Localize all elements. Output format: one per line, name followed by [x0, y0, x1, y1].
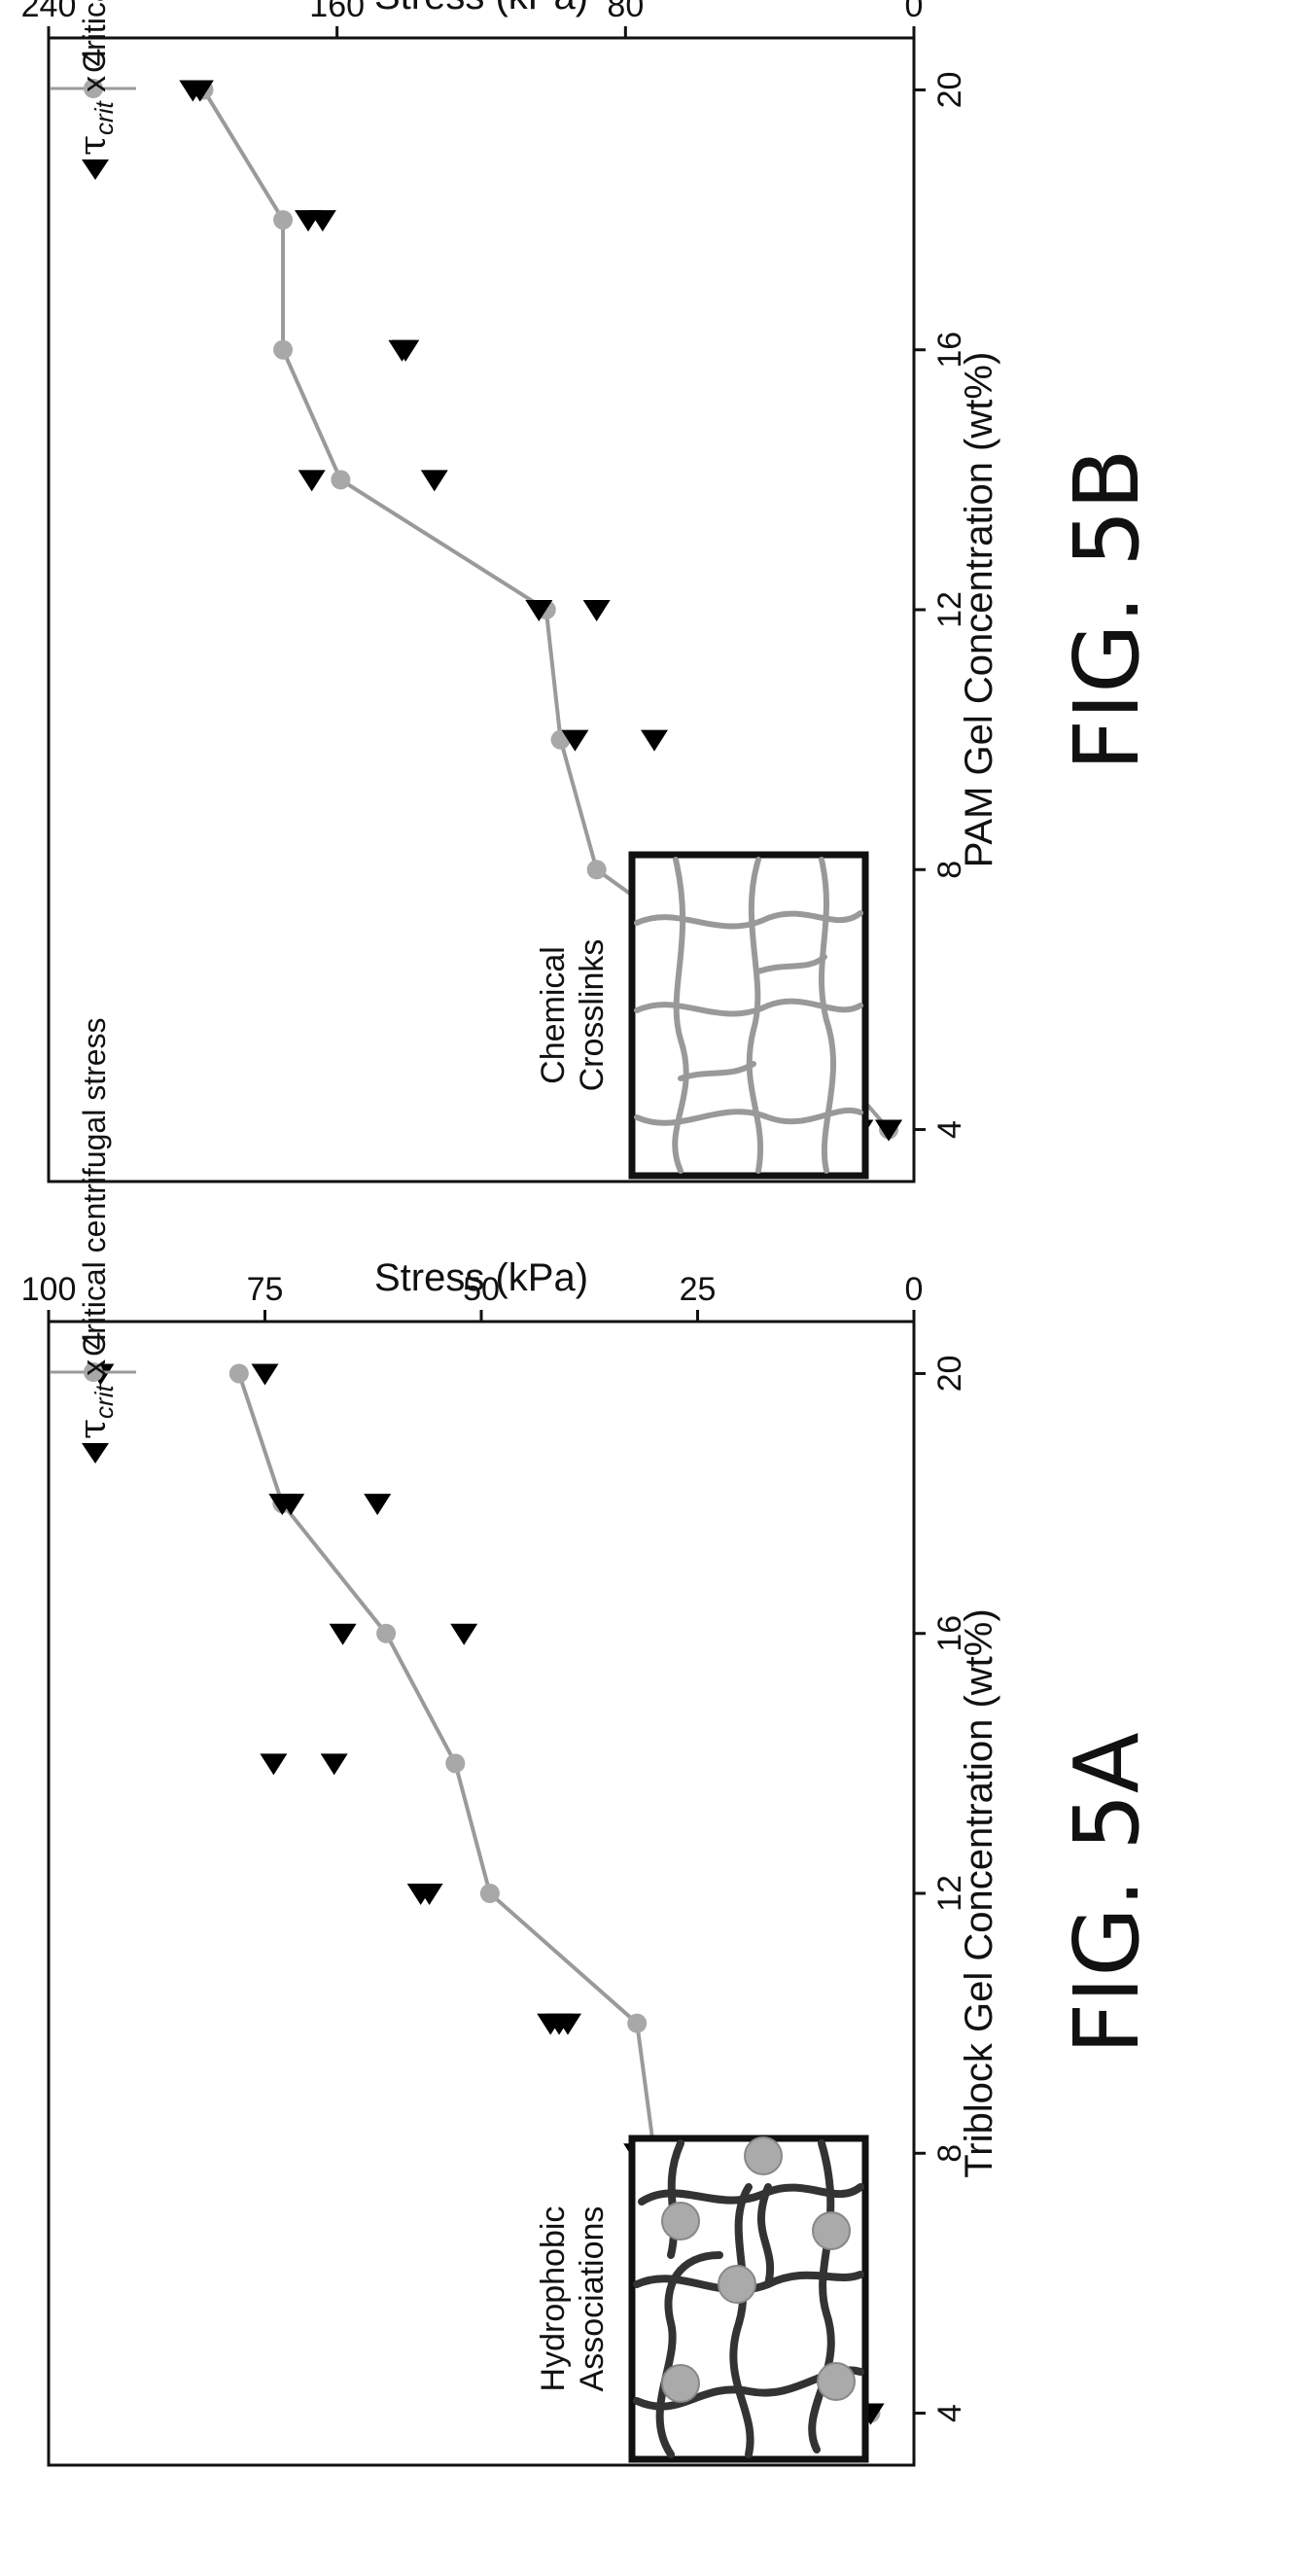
association-nodes [661, 2136, 856, 2403]
x-tick-label: 8 [931, 861, 968, 879]
x-tick-label: 8 [931, 2144, 968, 2163]
x-axis-label: PAM Gel Concentration (wt%) [958, 352, 1000, 868]
y-tick-label: 0 [905, 1271, 924, 1308]
data-point-critical-stress [376, 1623, 397, 1643]
x-tick-label: 20 [931, 1356, 968, 1393]
x-tick-label: 4 [931, 1120, 968, 1139]
data-point-tau-crit [561, 729, 589, 752]
x-tick-label: 16 [931, 332, 968, 369]
legend-marker-circle [84, 79, 103, 98]
data-point-critical-stress [273, 210, 294, 230]
y-tick-label: 75 [247, 1271, 284, 1308]
axis-ticks: 4 8 12 16 20 0 80 160 240 [21, 0, 968, 1139]
x-tick-label: 4 [931, 2404, 968, 2422]
inset-label-line1: Hydrophobic [535, 2206, 572, 2392]
x-tick-label: 16 [931, 1615, 968, 1652]
data-point-tau-crit [525, 600, 553, 621]
inset-label-line2: Associations [574, 2206, 611, 2392]
data-point-tau-crit [308, 210, 336, 232]
figure-label: FIG. 5B [1055, 448, 1159, 770]
network-diagram [633, 2139, 864, 2458]
data-point-critical-stress [331, 470, 351, 490]
data-point-tau-crit [875, 1119, 903, 1142]
inset-label-line2: Crosslinks [574, 939, 611, 1092]
network-diagram [634, 857, 863, 1174]
data-point-critical-stress [273, 339, 294, 360]
legend: Critical centrifugal stress τcrit x 4 [51, 0, 136, 180]
legend-marker-triangle [82, 159, 109, 180]
x-tick-label: 12 [931, 591, 968, 628]
data-point-tau-crit [388, 339, 416, 362]
data-point-tau-crit [364, 1494, 392, 1516]
data-point-tau-crit [268, 1494, 297, 1516]
data-point-critical-stress [479, 1884, 500, 1903]
y-axis-label: Stress (kPa) [374, 1256, 588, 1299]
data-point-tau-crit [320, 1753, 348, 1776]
data-point-tau-crit [415, 1884, 443, 1905]
y-tick-label: 25 [680, 1271, 717, 1308]
data-point-tau-crit [329, 1623, 357, 1645]
data-point-tau-crit [179, 80, 207, 102]
inset-frame [628, 851, 869, 1180]
y-axis-label: Stress (kPa) [374, 0, 588, 18]
axis-ticks: 4 8 12 16 20 0 25 50 75 100 [21, 1271, 968, 2422]
y-tick-label: 50 [463, 1271, 500, 1308]
y-tick-label: 160 [309, 0, 365, 24]
data-point-tau-crit [641, 729, 668, 752]
data-point-tau-crit [298, 470, 326, 492]
data-point-tau-crit [545, 2013, 574, 2035]
data-point-critical-stress [445, 1753, 466, 1774]
y-tick-label: 100 [21, 1271, 77, 1308]
data-point-tau-crit [251, 1363, 279, 1386]
chart-5a: 4 8 12 16 20 0 25 50 75 100 [21, 1017, 1159, 2467]
y-tick-label: 0 [905, 0, 924, 24]
legend-label-tau: τcrit x 4 [71, 1331, 119, 1439]
data-point-tau-crit [260, 1753, 288, 1776]
figure-label: FIG. 5A [1055, 1732, 1159, 2054]
data-point-critical-stress [228, 1363, 249, 1384]
y-tick-label: 240 [21, 0, 77, 24]
legend-label-critical: Critical centrifugal stress [77, 0, 112, 73]
inset-label-line1: Chemical [535, 946, 572, 1084]
data-point-tau-crit [450, 1623, 478, 1645]
data-point-tau-crit [582, 600, 611, 621]
data-point-critical-stress [586, 860, 607, 880]
x-axis-label: Triblock Gel Concentration (wt%) [958, 1608, 1000, 2177]
x-tick-label: 20 [931, 72, 968, 109]
legend-label-critical: Critical centrifugal stress [77, 1017, 112, 1357]
x-tick-label: 12 [931, 1875, 968, 1912]
legend-marker-triangle [82, 1443, 109, 1464]
y-tick-label: 80 [607, 0, 644, 24]
data-point-critical-stress [627, 2013, 648, 2033]
inset-chemical-crosslinks: Chemical Crosslinks [535, 851, 869, 1180]
legend-label-tau: τcrit x 4 [71, 48, 119, 156]
legend-marker-circle [84, 1362, 103, 1382]
data-point-tau-crit [420, 470, 448, 492]
legend: Critical centrifugal stress τcrit x 4 [51, 1017, 136, 1464]
inset-hydrophobic-associations: Hydrophobic Associations [535, 2135, 869, 2463]
